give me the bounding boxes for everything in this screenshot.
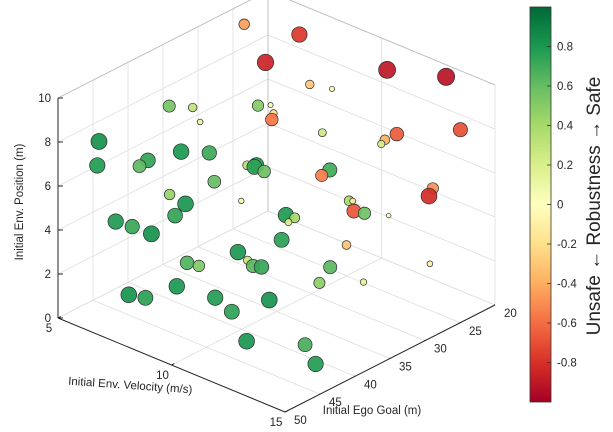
data-point xyxy=(239,333,255,349)
data-point xyxy=(427,261,433,267)
box-edge xyxy=(58,0,495,98)
z-tick-label: 2 xyxy=(45,269,51,281)
data-point xyxy=(188,103,197,112)
data-point xyxy=(306,80,315,89)
grid-line xyxy=(172,258,382,365)
data-point xyxy=(133,160,146,173)
data-point xyxy=(169,279,185,295)
colorbar-tick-label: -0.4 xyxy=(557,279,577,291)
data-point xyxy=(318,129,326,137)
grid-line xyxy=(58,0,495,98)
data-point xyxy=(342,241,351,250)
data-point xyxy=(386,213,391,218)
data-point xyxy=(91,134,107,150)
grid-line xyxy=(58,35,495,142)
data-point xyxy=(268,103,273,108)
data-point xyxy=(316,169,328,181)
data-point xyxy=(202,146,216,160)
data-point xyxy=(173,144,189,160)
data-point xyxy=(208,290,223,305)
data-point xyxy=(197,119,203,125)
y-tick-mark xyxy=(285,411,288,412)
data-point xyxy=(108,214,123,229)
data-point xyxy=(254,260,269,275)
data-point xyxy=(125,219,139,233)
data-point xyxy=(292,27,307,42)
x-tick-label: 30 xyxy=(434,344,447,356)
y-tick-label: 5 xyxy=(46,323,52,335)
colorbar-tick-label: 0.2 xyxy=(557,160,573,172)
data-point xyxy=(266,113,279,126)
data-point xyxy=(230,244,246,260)
colorbar-tick-label: 0.4 xyxy=(557,121,574,133)
data-point xyxy=(258,165,271,178)
data-point xyxy=(314,277,325,288)
data-point xyxy=(138,290,153,305)
colorbar-tick-label: 0 xyxy=(557,200,563,212)
data-point xyxy=(285,219,292,226)
colorbar-tick-label: -0.6 xyxy=(557,318,577,330)
data-point xyxy=(257,54,273,70)
x-tick-label: 20 xyxy=(504,308,517,320)
x-tick-label: 35 xyxy=(399,362,412,374)
data-point xyxy=(360,279,367,286)
data-point xyxy=(252,100,263,111)
data-point xyxy=(239,19,250,30)
data-point xyxy=(421,188,437,204)
y-tick-mark xyxy=(172,364,175,365)
data-point xyxy=(379,61,396,78)
data-point xyxy=(164,189,175,200)
data-point xyxy=(90,158,105,173)
y-tick-label: 10 xyxy=(156,370,169,382)
colorbar-tick-label: 0.8 xyxy=(557,42,573,54)
colorbar-label: Unsafe ← Robustness → Safe xyxy=(584,77,605,336)
data-point xyxy=(308,356,323,371)
x-tick-label: 50 xyxy=(294,415,307,427)
y-axis-label: Initial Env. Velocity (m/s) xyxy=(68,376,193,397)
data-point xyxy=(168,208,183,223)
data-point xyxy=(178,196,194,212)
data-point xyxy=(208,175,221,188)
data-point xyxy=(121,287,137,303)
grid-layer xyxy=(58,0,495,412)
x-tick-label: 25 xyxy=(469,326,482,338)
data-point xyxy=(378,140,385,147)
colorbar-tick-label: -0.2 xyxy=(557,239,577,251)
z-tick-label: 4 xyxy=(45,225,52,237)
z-axis-label: Initial Env. Position (m) xyxy=(14,143,26,260)
grid-line xyxy=(58,79,495,186)
data-point xyxy=(261,292,277,308)
z-tick-label: 10 xyxy=(38,93,51,105)
colorbar-tick-label: -0.8 xyxy=(557,358,577,370)
z-tick-label: 6 xyxy=(45,181,51,193)
data-point xyxy=(193,260,205,272)
colorbar-tick-label: 0.6 xyxy=(557,81,573,93)
colorbar-ticks: 0.8 0.6 0.4 0.2 0 -0.2 -0.4 -0.6 -0.8 xyxy=(547,42,577,370)
data-point xyxy=(358,207,370,219)
points-layer xyxy=(90,19,468,372)
data-point xyxy=(438,68,455,85)
data-point xyxy=(324,261,337,274)
z-tick-label: 8 xyxy=(45,137,51,149)
data-point xyxy=(224,304,239,319)
data-point xyxy=(239,198,245,204)
data-point xyxy=(163,100,175,112)
data-point xyxy=(180,256,194,270)
data-point xyxy=(390,127,404,141)
data-point xyxy=(298,338,312,352)
grid-line xyxy=(58,123,495,230)
data-point xyxy=(350,198,356,204)
data-point xyxy=(453,123,467,137)
data-point xyxy=(274,232,289,247)
data-point xyxy=(143,226,159,242)
data-point xyxy=(330,86,335,91)
x-tick-label: 40 xyxy=(364,379,377,391)
y-tick-label: 15 xyxy=(270,417,283,427)
x-axis-label: Initial Ego Goal (m) xyxy=(323,405,422,417)
